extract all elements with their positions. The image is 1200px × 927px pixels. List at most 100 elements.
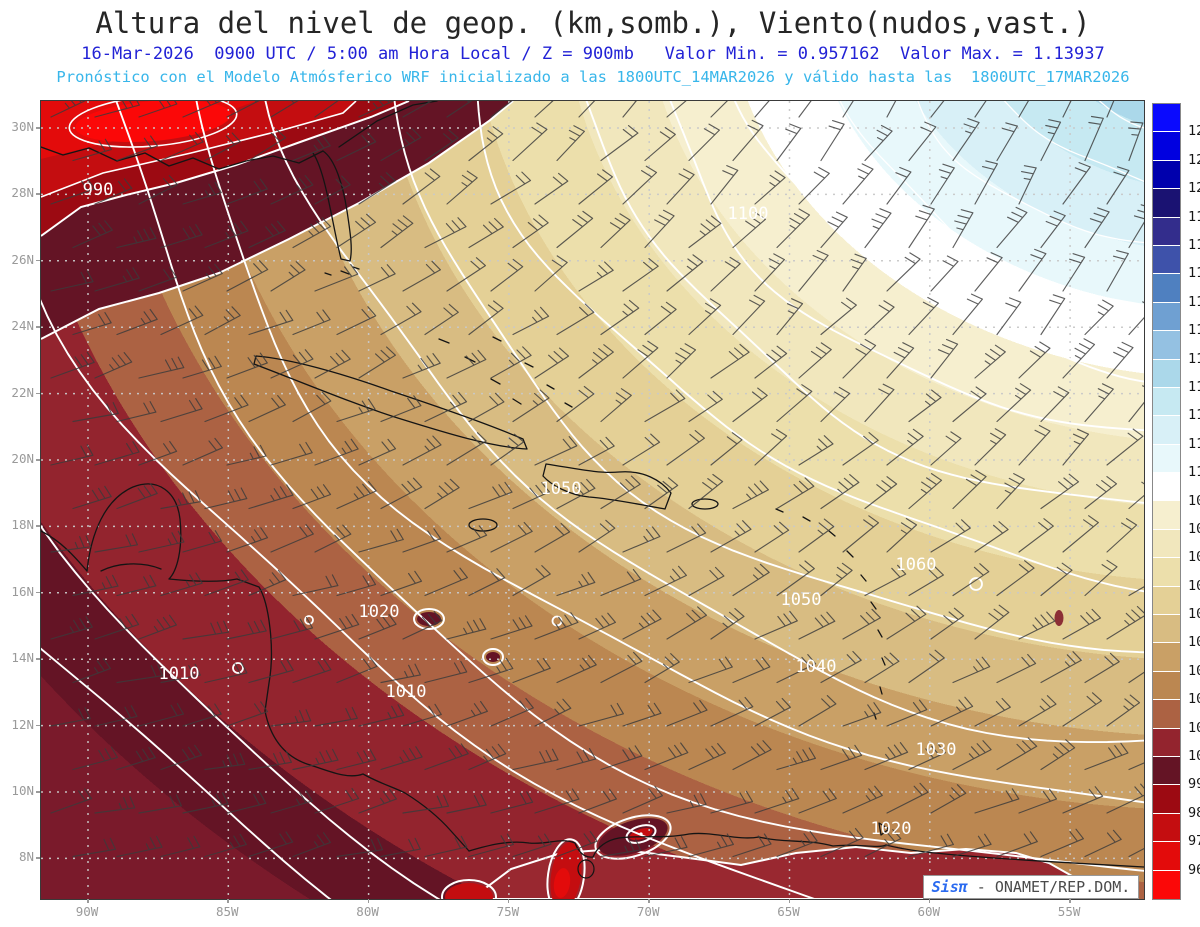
contour-label: 1040 [796, 657, 837, 677]
watermark-brand: Sisπ [931, 878, 968, 896]
colorbar-cell [1153, 331, 1180, 360]
colorbar [1152, 103, 1181, 900]
colorbar-cell [1153, 842, 1180, 871]
colorbar-label-1050: 1050 [1188, 606, 1200, 623]
lon-tick [648, 899, 650, 903]
colorbar-label-1130: 1130 [1188, 378, 1200, 395]
lat-tick [36, 791, 40, 793]
colorbar-cell [1153, 359, 1180, 388]
colorbar-cell [1153, 416, 1180, 445]
colorbar-cell [1153, 671, 1180, 701]
lon-label-60W: 60W [917, 904, 941, 919]
colorbar-cell [1153, 274, 1180, 303]
lat-label-16N: 16N [11, 583, 34, 599]
contour-label: 1020 [359, 602, 400, 622]
colorbar-label-990: 990 [1188, 776, 1200, 793]
colorbar-label-1200: 1200 [1188, 180, 1200, 197]
lat-tick [36, 193, 40, 195]
colorbar-cell [1153, 245, 1180, 275]
colorbar-label-1180: 1180 [1188, 236, 1200, 253]
contour-label: 1010 [159, 664, 200, 684]
map-canvas: 990 1010 1020 1010 1050 1050 1060 1040 1030 1020 1… [41, 101, 1144, 899]
lat-label-8N: 8N [18, 849, 34, 865]
colorbar-cell [1153, 586, 1180, 616]
lon-tick [87, 899, 89, 903]
lon-tick [367, 899, 370, 903]
colorbar-label-1160: 1160 [1188, 293, 1200, 310]
colorbar-cell [1153, 132, 1180, 161]
colorbar-label-1170: 1170 [1188, 265, 1200, 282]
colorbar-label-1070: 1070 [1188, 549, 1200, 566]
lat-tick [36, 724, 40, 727]
watermark-source: - ONAMET/REP.DOM. [967, 878, 1131, 896]
lon-label-80W: 80W [356, 904, 379, 919]
lon-label-85W: 85W [216, 904, 239, 919]
colorbar-cell [1153, 473, 1180, 502]
contour-label: 1030 [916, 740, 957, 760]
lat-label-14N: 14N [11, 650, 34, 666]
colorbar-cell [1153, 217, 1180, 246]
lat-tick [36, 392, 40, 395]
colorbar-cell [1153, 189, 1180, 218]
lat-label-30N: 30N [11, 119, 34, 134]
lat-label-24N: 24N [11, 318, 34, 334]
colorbar-label-1020: 1020 [1188, 691, 1200, 708]
colorbar-label-1190: 1190 [1188, 208, 1200, 225]
subtitle-valid-time: 16-Mar-2026 0900 UTC / 5:00 am Hora Loca… [81, 44, 1105, 64]
contour-label: 1060 [896, 555, 937, 575]
lat-tick [36, 525, 40, 527]
lon-tick [928, 899, 931, 903]
colorbar-cell [1153, 756, 1180, 786]
colorbar-cell [1153, 813, 1180, 843]
colorbar-cell [1153, 643, 1180, 672]
lon-tick [1069, 899, 1071, 903]
colorbar-label-960: 960 [1188, 861, 1200, 878]
lat-tick [36, 459, 40, 461]
contour-label: 1100 [728, 204, 769, 224]
colorbar-label-1080: 1080 [1188, 520, 1200, 537]
colorbar-cell [1153, 558, 1180, 587]
lon-label-90W: 90W [75, 904, 99, 919]
contour-label: 1050 [781, 590, 822, 610]
map-area: 990 1010 1020 1010 1050 1050 1060 1040 1030 1020 1… [40, 100, 1145, 900]
lat-tick [36, 591, 40, 594]
colorbar-label-1110: 1110 [1188, 435, 1200, 452]
colorbar-cell [1153, 104, 1180, 133]
colorbar-cell [1153, 728, 1180, 757]
lat-label-26N: 26N [11, 251, 34, 267]
lat-tick [36, 259, 40, 262]
colorbar-label-1220: 1220 [1188, 123, 1200, 140]
lon-label-65W: 65W [777, 904, 800, 919]
lon-tick [227, 899, 229, 903]
lat-tick [36, 326, 40, 328]
colorbar-label-980: 980 [1188, 804, 1200, 821]
lat-label-18N: 18N [11, 517, 34, 533]
colorbar-label-970: 970 [1188, 833, 1200, 850]
colorbar-cell [1153, 302, 1180, 332]
colorbar-label-1040: 1040 [1188, 634, 1200, 651]
lon-label-55W: 55W [1057, 904, 1081, 919]
colorbar-cell [1153, 387, 1180, 417]
page-title: Altura del nivel de geop. (km,somb.), Vi… [95, 6, 1091, 40]
contour-label: 990 [83, 180, 114, 200]
colorbar-label-1030: 1030 [1188, 662, 1200, 679]
colorbar-cell [1153, 444, 1180, 474]
colorbar-label-1100: 1100 [1188, 464, 1200, 481]
colorbar-cell [1153, 700, 1180, 729]
colorbar-label-1060: 1060 [1188, 577, 1200, 594]
lon-tick [507, 899, 510, 903]
lat-label-12N: 12N [11, 716, 34, 732]
colorbar-label-1210: 1210 [1188, 151, 1200, 168]
colorbar-label-1090: 1090 [1188, 492, 1200, 509]
lat-label-10N: 10N [11, 783, 34, 798]
lat-tick [36, 658, 40, 660]
lat-label-20N: 20N [11, 451, 34, 466]
colorbar-cell [1153, 501, 1180, 530]
colorbar-cell [1153, 160, 1180, 190]
lat-label-22N: 22N [11, 384, 34, 400]
lon-label-70W: 70W [636, 904, 660, 919]
watermark: Sisπ - ONAMET/REP.DOM. [923, 875, 1139, 899]
contour-label: 1050 [541, 479, 582, 499]
lon-label-75W: 75W [496, 904, 520, 919]
